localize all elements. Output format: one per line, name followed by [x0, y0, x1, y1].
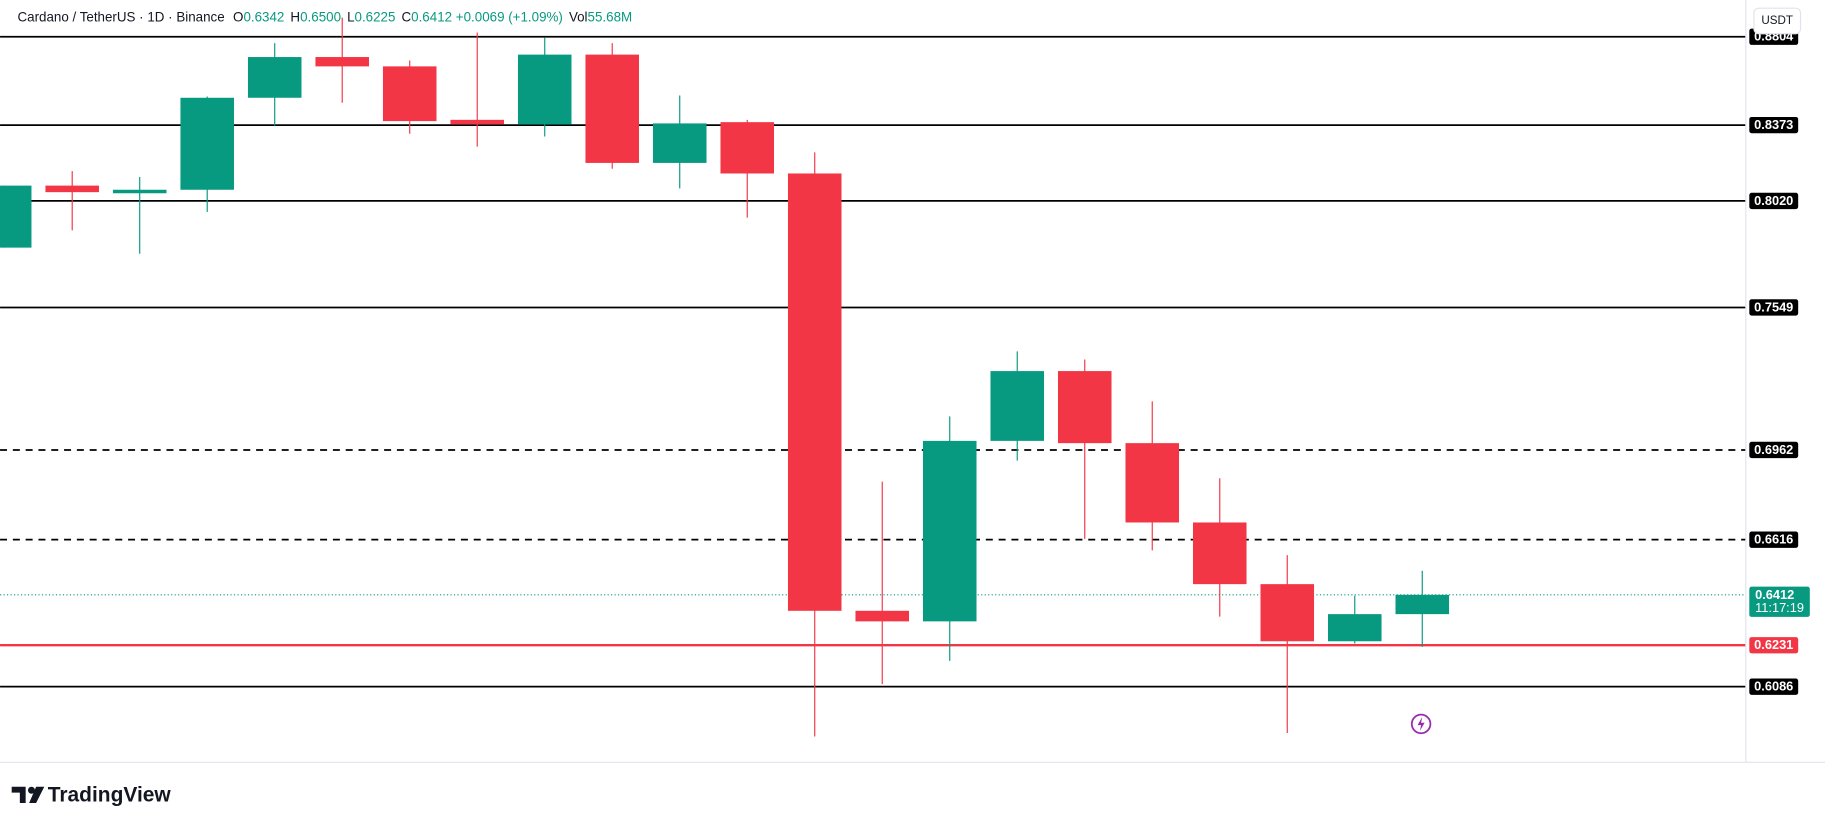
last-price-box — [1749, 586, 1810, 617]
candle-body — [585, 54, 639, 163]
candle-body — [180, 97, 234, 190]
candle-body — [450, 119, 504, 125]
level-label-box — [1749, 116, 1799, 134]
candle-body — [45, 185, 99, 193]
candle-body — [0, 185, 32, 248]
candles — [0, 17, 1450, 737]
candle-body — [1327, 614, 1382, 642]
o-label: O — [233, 9, 243, 24]
candle-body — [1057, 371, 1112, 444]
symbol: Cardano / TetherUS · 1D · Binance — [18, 9, 225, 24]
levels — [0, 35, 1746, 688]
logo-mark — [11, 786, 26, 804]
level-label-box — [1749, 441, 1799, 459]
candle-body — [720, 122, 775, 174]
level-label: 0.8373 — [1754, 117, 1793, 132]
candle-body — [652, 123, 707, 163]
level-label: 0.6086 — [1754, 679, 1793, 694]
c-label: C — [401, 9, 411, 24]
candle-body — [1395, 594, 1450, 615]
level-label: 0.6616 — [1754, 532, 1793, 547]
candle-body — [112, 189, 167, 194]
o-value: 0.6342 — [243, 9, 284, 24]
header: Cardano / TetherUS · 1D · Binance O0.634… — [18, 9, 633, 24]
candle-body — [1192, 522, 1247, 585]
candle-body — [990, 371, 1045, 441]
level-label: 0.6231 — [1754, 637, 1793, 652]
candle-body — [855, 610, 910, 622]
level-label-box — [1749, 531, 1799, 548]
h-label: H — [290, 9, 300, 24]
level-label: 0.7549 — [1754, 299, 1793, 314]
vol-value: 55.68M — [588, 9, 633, 24]
candle-body — [922, 440, 977, 622]
level-label-box — [1749, 299, 1799, 316]
alert-icon[interactable] — [1410, 713, 1432, 735]
currency[interactable]: USDT — [1761, 14, 1793, 27]
l-value: 0.6225 — [355, 9, 396, 24]
candle-body — [787, 173, 842, 611]
change: +0.0069 (+1.09%) — [456, 9, 563, 24]
candle-body — [382, 66, 437, 122]
level-label: 0.6962 — [1754, 442, 1793, 457]
vol-label: Vol — [569, 9, 588, 24]
countdown: 11:17:19 — [1755, 600, 1804, 615]
last-price-label: 0.6412 — [1755, 587, 1794, 602]
h-value: 0.6500 — [300, 9, 341, 24]
level-label-box — [1749, 678, 1799, 695]
candle-body — [315, 57, 369, 67]
logo: TradingView — [11, 784, 172, 807]
logo-dot — [27, 786, 35, 794]
axes — [0, 0, 1825, 763]
level-label-box — [1749, 192, 1799, 210]
candle-body — [517, 54, 572, 125]
level-label-box — [1749, 637, 1799, 654]
candle-body — [1125, 443, 1180, 523]
brand: TradingView — [48, 784, 172, 807]
candle-body — [247, 57, 302, 98]
c-value: 0.6412 — [411, 9, 452, 24]
l-label: L — [347, 9, 354, 24]
logo-slash — [29, 786, 45, 804]
alert-bolt — [1417, 716, 1425, 731]
level-label: 0.8020 — [1754, 193, 1793, 208]
candle-body — [1260, 584, 1315, 642]
currency-button[interactable] — [1753, 7, 1802, 35]
